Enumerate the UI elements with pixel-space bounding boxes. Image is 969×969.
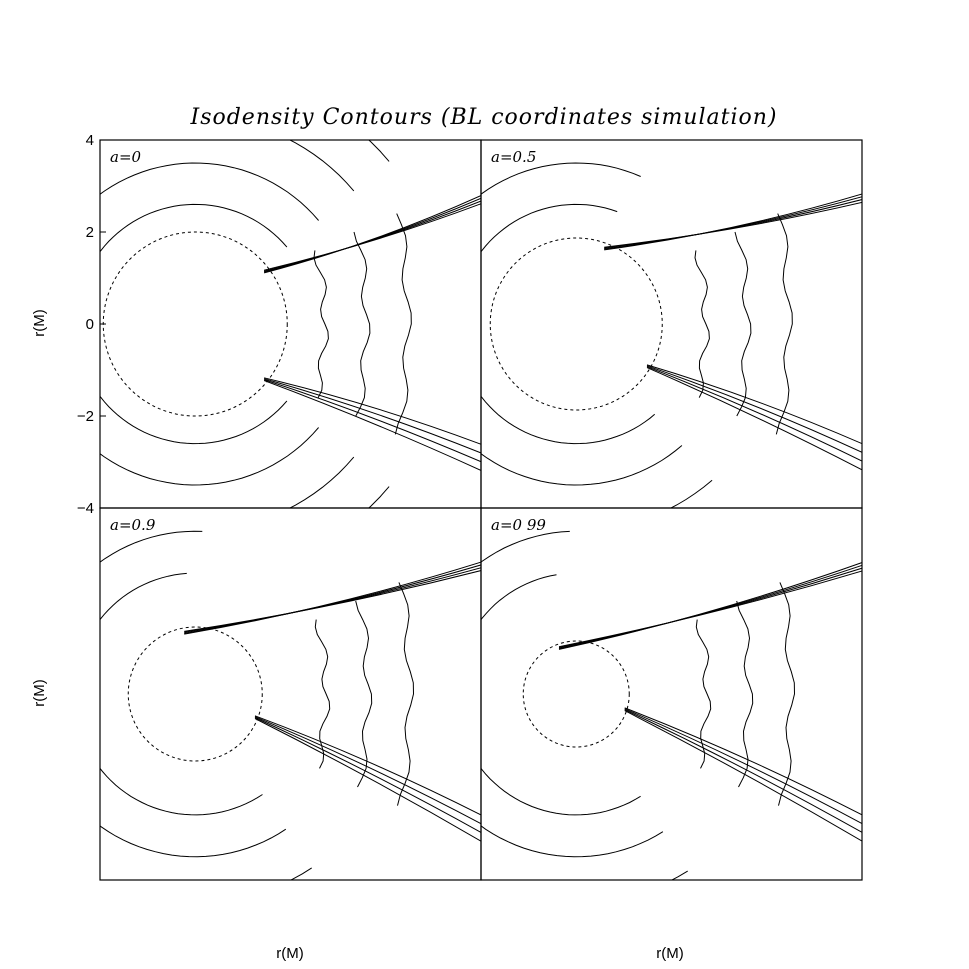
contour-p2-3 bbox=[481, 140, 713, 508]
panel-3-contours bbox=[0, 387, 481, 969]
horizon-circle-4 bbox=[522, 640, 630, 748]
shock-arm-p3-1-4 bbox=[184, 561, 481, 635]
panel-2-contours bbox=[323, 71, 862, 577]
contour-p3-2 bbox=[100, 530, 287, 858]
y-tick-label: 0 bbox=[86, 316, 94, 333]
contour-p1-4 bbox=[368, 140, 390, 508]
contour-p2-1 bbox=[481, 203, 656, 445]
horizon-circle-1 bbox=[102, 231, 288, 417]
y-tick-label: 2 bbox=[86, 224, 94, 241]
wake-contour-p3-2 bbox=[355, 600, 373, 788]
shock-arm-p2-1-1 bbox=[604, 201, 862, 248]
wake-contour-p4-3 bbox=[778, 582, 796, 806]
shock-arm-p1-2-4 bbox=[263, 380, 481, 471]
panel-label-3: a=0.9 bbox=[110, 516, 156, 534]
wake-contour-p3-3 bbox=[397, 582, 415, 806]
shock-arm-p4-2-4 bbox=[624, 710, 862, 842]
shock-arm-p2-2-2 bbox=[646, 365, 862, 453]
panel-frame-2 bbox=[480, 139, 863, 509]
panel-4-contours bbox=[269, 387, 862, 969]
shock-arm-p4-2-3 bbox=[624, 709, 862, 833]
shock-arm-p4-2-2 bbox=[624, 708, 862, 825]
shock-arm-p4-1-1 bbox=[558, 570, 862, 648]
contour-p3-1 bbox=[100, 572, 263, 816]
shock-arm-p2-1-4 bbox=[604, 193, 862, 251]
y-tick-labels: 4 2 0 −2 −4 bbox=[77, 132, 106, 517]
horizon-circle-2 bbox=[489, 237, 663, 411]
contour-p1-3 bbox=[100, 140, 355, 508]
contour-p4-5 bbox=[269, 387, 739, 969]
shock-arm-p2-2-1 bbox=[646, 364, 862, 445]
panel-frame-4 bbox=[480, 507, 863, 881]
shock-arm-p1-2-2 bbox=[263, 378, 481, 454]
wake-contour-p2-1 bbox=[694, 250, 710, 398]
contour-p2-2 bbox=[481, 162, 683, 486]
shock-arm-p3-1-2 bbox=[184, 567, 481, 633]
wake-contour-p1-1 bbox=[313, 250, 329, 398]
wake-contour-p1-2 bbox=[353, 231, 371, 417]
shock-arm-p2-2-3 bbox=[646, 366, 862, 462]
shock-arm-p1-2-3 bbox=[263, 379, 481, 463]
shock-arm-p4-1-4 bbox=[558, 562, 862, 650]
contour-p1-1 bbox=[100, 203, 288, 445]
panel-label-2: a=0.5 bbox=[491, 148, 536, 166]
wake-contour-p1-3 bbox=[394, 213, 412, 435]
panels-group: a=0 a=0.5 a=0.9 a=0 99 bbox=[0, 71, 863, 969]
panel-label-4: a=0 99 bbox=[491, 516, 546, 534]
x-axis-label-right: r(M) bbox=[656, 945, 683, 962]
contour-p2-4 bbox=[323, 71, 742, 577]
wake-contour-p3-1 bbox=[314, 619, 331, 769]
contour-p4-3 bbox=[481, 508, 688, 880]
contour-p3-4 bbox=[0, 438, 338, 949]
shock-arm-p3-2-3 bbox=[254, 717, 481, 833]
shock-arm-p3-1-3 bbox=[184, 564, 481, 634]
y-tick-label: −4 bbox=[77, 500, 94, 517]
wake-contour-p2-3 bbox=[775, 213, 793, 435]
contour-p4-1 bbox=[481, 574, 641, 816]
horizon-circle-3 bbox=[127, 626, 263, 762]
panel-2: a=0.5 bbox=[323, 71, 863, 577]
x-axis-label-left: r(M) bbox=[276, 945, 303, 962]
panel-frame-3 bbox=[99, 507, 482, 881]
shock-arm-p1-2-1 bbox=[263, 377, 481, 445]
shock-arm-p3-2-1 bbox=[254, 715, 481, 816]
contour-p1-2 bbox=[100, 162, 319, 486]
y-tick-label: 4 bbox=[86, 132, 94, 149]
y-tick-label: −2 bbox=[77, 408, 94, 425]
y-axis-label-bottom: r(M) bbox=[31, 679, 48, 706]
shock-arm-p3-2-2 bbox=[254, 716, 481, 825]
contour-p3-5 bbox=[0, 387, 366, 969]
wake-contour-p4-2 bbox=[736, 600, 754, 788]
y-axis-label-top: r(M) bbox=[31, 309, 48, 336]
panel-1-contours bbox=[100, 140, 481, 508]
panel-3: a=0.9 bbox=[0, 387, 482, 969]
shock-arm-p1-1-4 bbox=[263, 194, 481, 274]
wake-contour-p4-1 bbox=[695, 619, 712, 769]
shock-arm-p3-2-4 bbox=[254, 718, 481, 842]
panel-4: a=0 99 bbox=[269, 387, 863, 969]
panel-frame-1 bbox=[99, 139, 482, 509]
wake-contour-p2-2 bbox=[734, 231, 752, 417]
shock-arm-p3-1-1 bbox=[184, 570, 481, 632]
contour-p4-2 bbox=[481, 530, 664, 858]
chart-title: Isodensity Contours (BL coordinates simu… bbox=[190, 105, 778, 130]
shock-arm-p2-2-4 bbox=[646, 367, 862, 471]
contour-p4-4 bbox=[321, 438, 713, 949]
panel-label-1: a=0 bbox=[110, 148, 142, 166]
